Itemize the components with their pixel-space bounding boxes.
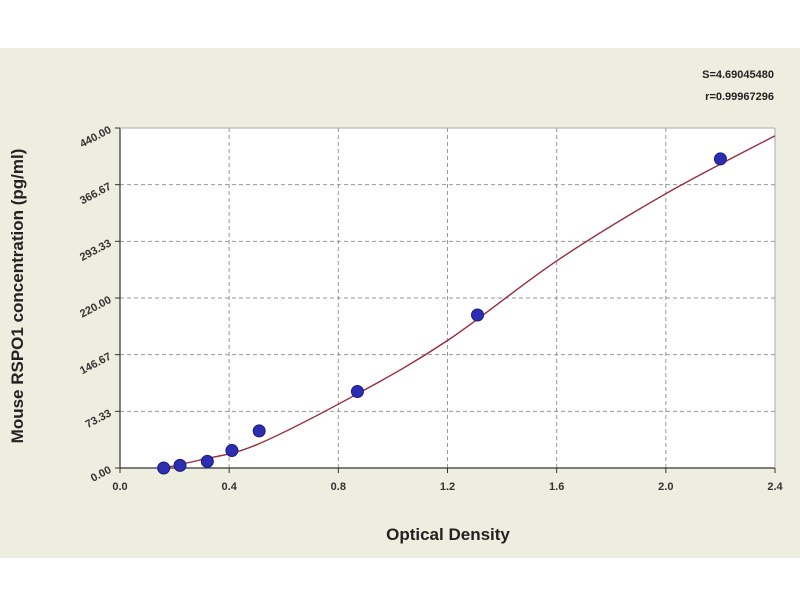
x-tick-label: 0.4 — [222, 481, 238, 493]
x-tick-label: 0.8 — [331, 481, 346, 493]
data-point — [350, 385, 364, 398]
x-tick-label: 2.0 — [658, 481, 673, 493]
x-axis-title: Optical Density — [386, 525, 510, 544]
y-tick-label: 146.67 — [78, 351, 113, 377]
chart-figure: S=4.69045480 r=0.99967296 Optical Densit… — [0, 48, 800, 558]
y-tick-label: 220.00 — [78, 294, 113, 320]
x-tick-label: 2.4 — [767, 481, 783, 493]
y-tick-label: 73.33 — [83, 407, 113, 431]
y-tick-label: 293.33 — [78, 237, 113, 263]
data-point — [173, 458, 187, 472]
y-tick-label: 366.67 — [78, 181, 113, 207]
fit-curve-line — [163, 135, 776, 469]
data-point — [200, 454, 214, 468]
x-tick-label: 1.2 — [440, 481, 455, 493]
y-tick-label: 0.00 — [89, 464, 114, 485]
x-tick-label: 1.6 — [549, 481, 564, 493]
data-point — [157, 461, 171, 475]
chart-svg: S=4.69045480 r=0.99967296 Optical Densit… — [8, 69, 784, 544]
data-point — [471, 308, 485, 322]
y-tick-label: 440.00 — [78, 124, 113, 150]
x-tick-label: 0.0 — [112, 481, 127, 493]
y-axis-title: Mouse RSPO1 concentration (pg/ml) — [8, 149, 27, 444]
data-point — [713, 152, 727, 166]
data-point — [252, 424, 266, 438]
stats-box: S=4.69045480 r=0.99967296 — [702, 69, 774, 103]
stat-s-text: S=4.69045480 — [702, 69, 774, 81]
data-point — [225, 444, 239, 458]
stat-r-text: r=0.99967296 — [705, 91, 774, 103]
